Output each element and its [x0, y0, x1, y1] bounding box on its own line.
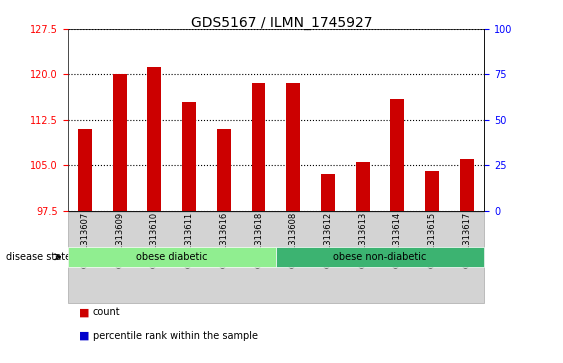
Bar: [113, 74, 127, 211]
Bar: [425, 171, 439, 211]
Bar: [391, 99, 404, 211]
Bar: [182, 102, 196, 211]
Bar: [460, 159, 474, 211]
Point: [428, 153, 437, 159]
Point: [462, 126, 471, 132]
Text: obese non-diabetic: obese non-diabetic: [333, 252, 427, 262]
Point: [81, 117, 90, 123]
Text: obese diabetic: obese diabetic: [136, 252, 207, 262]
Bar: [148, 67, 162, 211]
Text: percentile rank within the sample: percentile rank within the sample: [93, 331, 258, 341]
Text: GDS5167 / ILMN_1745927: GDS5167 / ILMN_1745927: [191, 16, 372, 30]
Text: count: count: [93, 307, 120, 317]
Text: disease state: disease state: [6, 252, 71, 262]
Point: [358, 139, 367, 144]
Bar: [356, 162, 369, 211]
Point: [289, 90, 298, 95]
Point: [393, 102, 402, 108]
Point: [150, 90, 159, 95]
Point: [323, 157, 332, 163]
Bar: [78, 129, 92, 211]
Text: ■: ■: [79, 331, 90, 341]
Point: [254, 90, 263, 95]
Bar: [217, 129, 231, 211]
Point: [185, 108, 194, 114]
Point: [115, 90, 124, 95]
Bar: [321, 174, 335, 211]
Bar: [287, 83, 300, 211]
Text: ■: ■: [79, 307, 90, 317]
Point: [220, 117, 229, 123]
Bar: [252, 83, 266, 211]
